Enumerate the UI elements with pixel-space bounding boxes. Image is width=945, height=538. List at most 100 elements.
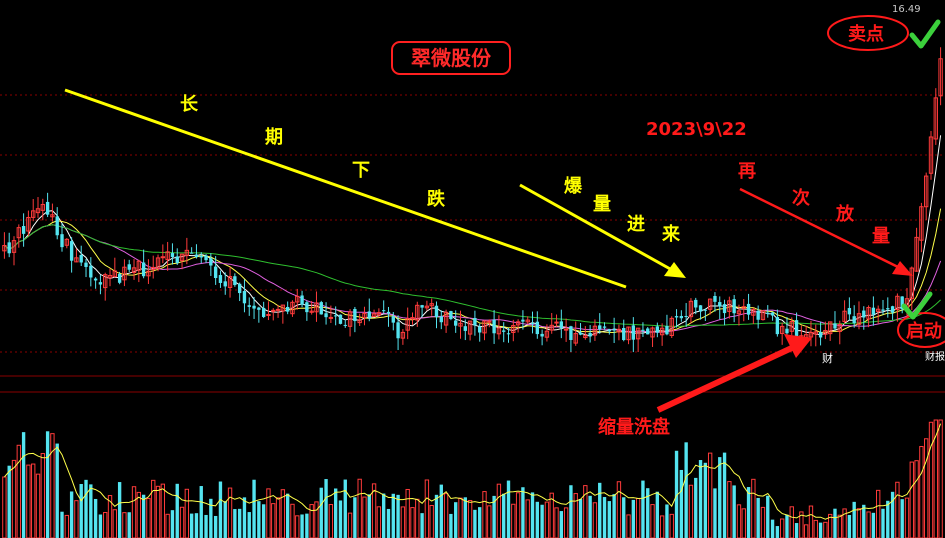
candle-body-142	[684, 316, 688, 318]
candle-body-41	[199, 255, 203, 258]
candle-37	[179, 253, 185, 270]
candle-52	[252, 296, 256, 319]
candle-body-139	[669, 317, 674, 336]
candle-66	[319, 300, 323, 315]
candle-body-154	[741, 306, 746, 309]
candle-body-80	[386, 311, 391, 314]
candle-169	[813, 324, 818, 347]
again-volume-char-2: 次	[792, 187, 810, 209]
candle-body-108	[521, 319, 525, 322]
volume-bar-109	[525, 499, 530, 538]
candle-body-93	[449, 311, 453, 320]
candle-110	[530, 311, 535, 334]
candle-body-15	[74, 257, 79, 263]
candle-body-27	[131, 267, 137, 273]
volume-bar-151	[727, 481, 732, 538]
candle-body-50	[242, 291, 247, 304]
candle-body-73	[353, 308, 357, 322]
candle-body-149	[718, 302, 722, 307]
candle-4	[21, 213, 26, 247]
volume-bar-79	[382, 493, 386, 538]
candle-body-26	[127, 264, 131, 270]
candle-43	[209, 253, 213, 276]
candle-body-158	[760, 310, 766, 321]
volume-bar-190	[914, 460, 919, 538]
sell-point-label: 卖点	[848, 23, 884, 45]
volume-bar-90	[434, 494, 439, 538]
volume-bar-193	[928, 421, 934, 538]
candle-body-137	[659, 327, 665, 336]
candle-129	[622, 319, 626, 342]
candle-body-60	[290, 301, 295, 315]
volume-bar-0	[2, 476, 7, 538]
volume-bar-118	[569, 485, 573, 538]
candle-61	[295, 288, 300, 310]
decline-char-2: 期	[265, 127, 283, 148]
candle-175	[842, 300, 847, 324]
volume-bar-176	[847, 515, 852, 538]
volume-bar-141	[679, 469, 684, 538]
candle-body-175	[842, 310, 847, 322]
candle-143	[688, 298, 694, 324]
candle-body-186	[895, 295, 900, 310]
candle-171	[823, 321, 828, 340]
candle-192	[924, 172, 929, 220]
volume-bar-14	[69, 491, 74, 538]
ma60-line	[4, 224, 941, 327]
candle-body-173	[833, 323, 837, 329]
candle-body-85	[410, 317, 415, 320]
volume-bar-78	[376, 506, 382, 538]
volume-bar-163	[785, 514, 789, 538]
volume-bar-84	[405, 488, 410, 538]
volume-bar-8	[40, 453, 45, 538]
volume-bar-123	[592, 502, 598, 538]
candle-body-150	[722, 304, 727, 314]
volume-bar-95	[458, 497, 463, 538]
candle-19	[93, 277, 98, 289]
candle-body-177	[852, 316, 856, 324]
candle-118	[569, 325, 573, 353]
shrink-wash-arrowhead	[784, 334, 812, 358]
volume-bar-127	[612, 494, 616, 538]
candle-138	[665, 314, 669, 336]
volume-bar-23	[112, 509, 118, 538]
candle-56	[271, 308, 276, 321]
volume-bar-152	[732, 485, 736, 538]
candle-12	[60, 223, 64, 252]
candle-125	[602, 322, 607, 330]
candle-41	[199, 252, 203, 264]
candle-body-128	[616, 328, 622, 333]
candle-50	[242, 279, 247, 313]
candle-2	[11, 236, 17, 266]
candle-95	[458, 310, 463, 339]
volume-bar-28	[136, 491, 142, 538]
candle-body-78	[376, 312, 382, 316]
candle-body-140	[674, 316, 679, 318]
candle-28	[136, 259, 142, 283]
candle-33	[160, 244, 166, 264]
candle-body-42	[204, 255, 208, 261]
candle-body-125	[602, 326, 607, 328]
volume-bar-73	[353, 497, 357, 538]
volume-bar-93	[449, 513, 453, 538]
volume-bar-51	[247, 512, 251, 538]
volume-bar-68	[328, 504, 334, 538]
volume-bar-189	[909, 461, 914, 538]
candle-59	[285, 301, 290, 315]
candle-112	[540, 329, 544, 346]
volume-bar-181	[871, 512, 876, 538]
candle-147	[707, 298, 713, 315]
candle-191	[919, 202, 924, 253]
candle-180	[866, 305, 871, 328]
candle-body-119	[573, 333, 578, 344]
volume-bar-77	[371, 483, 377, 538]
candle-132	[635, 327, 641, 353]
candle-181	[871, 296, 876, 326]
candle-84	[405, 307, 410, 340]
volume-bar-168	[808, 505, 814, 538]
volume-bar-40	[194, 513, 199, 538]
again-volume-arrow-line	[739, 187, 901, 270]
candle-124	[598, 313, 602, 334]
ma20-line	[4, 224, 942, 333]
candle-body-96	[463, 326, 467, 331]
